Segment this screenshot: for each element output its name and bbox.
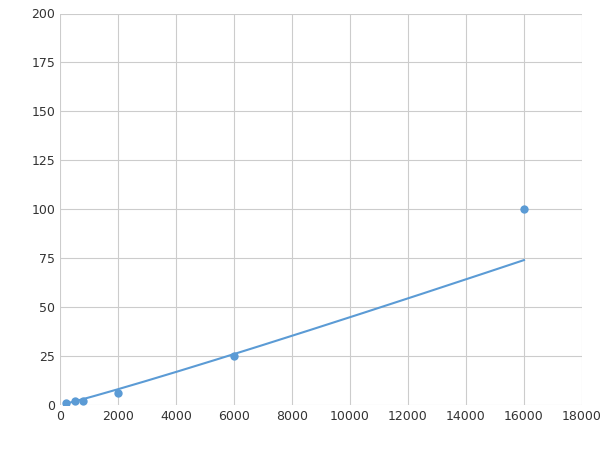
Point [70, 397, 79, 405]
Point [519, 206, 529, 213]
Point [229, 352, 239, 360]
Point [79, 397, 88, 405]
Point [61, 400, 71, 407]
Point [113, 390, 123, 397]
